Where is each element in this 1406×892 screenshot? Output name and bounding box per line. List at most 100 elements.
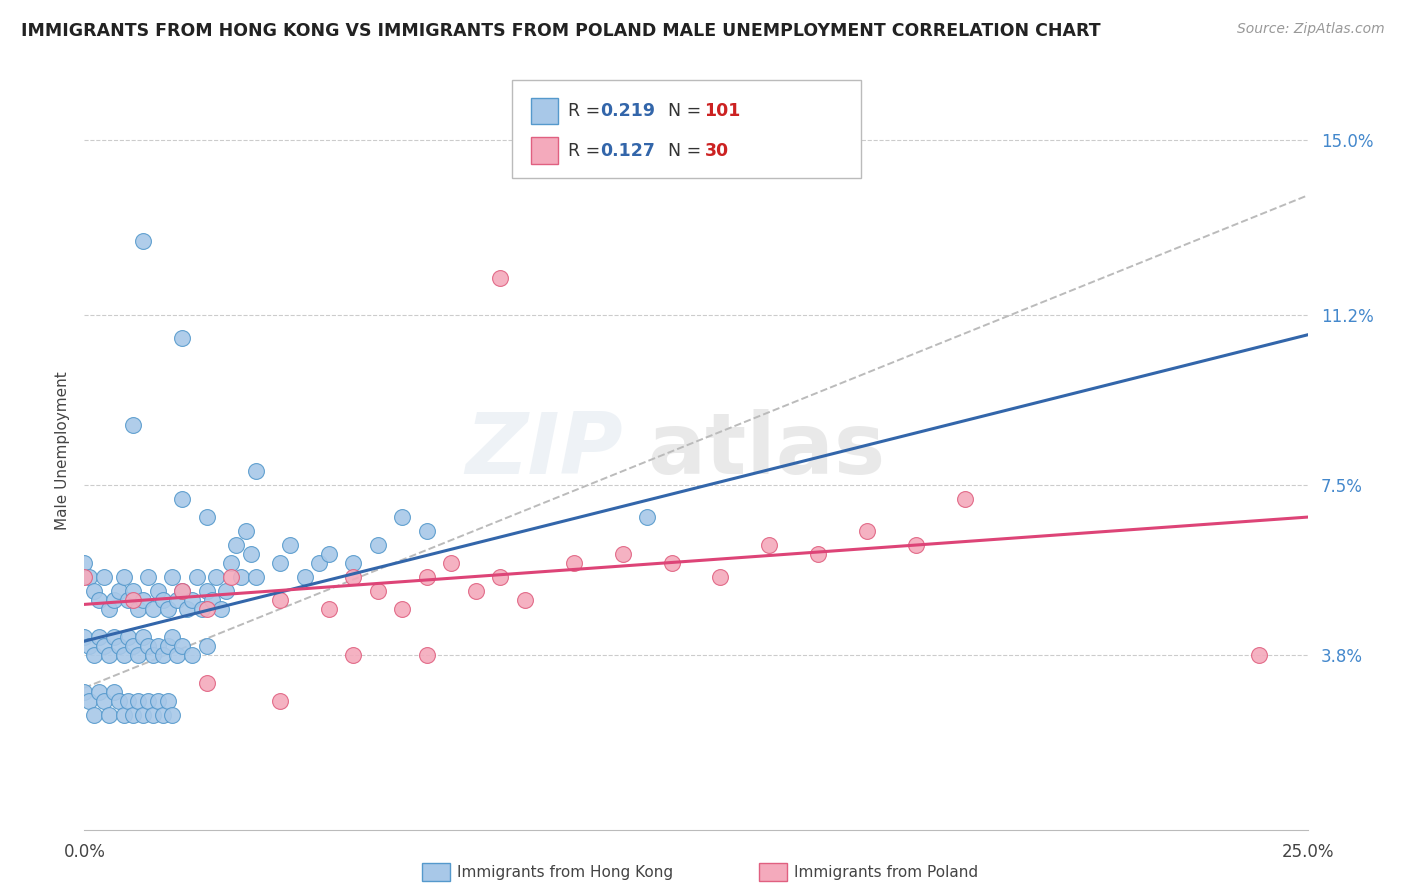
Point [269, 592, 291, 607]
Point [122, 639, 145, 653]
Point [318, 547, 340, 561]
Point [117, 592, 139, 607]
Point [73, 570, 96, 584]
Point [87, 592, 110, 607]
Text: 0.127: 0.127 [600, 142, 655, 160]
Point [93, 694, 115, 708]
Point [709, 570, 731, 584]
Point [127, 694, 149, 708]
Point [294, 570, 316, 584]
Point [195, 675, 218, 690]
Point [195, 639, 218, 653]
Point [103, 630, 125, 644]
Text: ZIP: ZIP [465, 409, 623, 492]
Point [83, 707, 105, 722]
Point [162, 707, 184, 722]
Point [636, 510, 658, 524]
Point [97, 602, 120, 616]
Point [440, 556, 463, 570]
Point [136, 639, 159, 653]
Point [103, 592, 125, 607]
Point [83, 648, 105, 662]
Point [205, 570, 228, 584]
Point [245, 464, 267, 478]
Text: R =: R = [568, 102, 605, 120]
Point [142, 648, 165, 662]
Point [172, 583, 194, 598]
Point [342, 570, 364, 584]
Point [278, 538, 301, 552]
Point [107, 694, 129, 708]
Text: IMMIGRANTS FROM HONG KONG VS IMMIGRANTS FROM POLAND MALE UNEMPLOYMENT CORRELATIO: IMMIGRANTS FROM HONG KONG VS IMMIGRANTS … [21, 22, 1101, 40]
Point [269, 694, 291, 708]
Text: 101: 101 [704, 102, 741, 120]
Text: 30: 30 [704, 142, 728, 160]
Point [93, 570, 115, 584]
Point [162, 570, 184, 584]
Text: N =: N = [657, 102, 707, 120]
Point [489, 570, 512, 584]
Point [122, 418, 145, 433]
Point [77, 694, 100, 708]
Point [269, 556, 291, 570]
Point [225, 538, 247, 552]
Point [97, 648, 120, 662]
Point [73, 556, 96, 570]
Point [166, 648, 188, 662]
Point [758, 538, 780, 552]
Point [112, 707, 135, 722]
Point [367, 583, 389, 598]
Point [117, 630, 139, 644]
Point [513, 592, 536, 607]
Point [953, 491, 976, 506]
Point [132, 630, 155, 644]
Point [87, 684, 110, 698]
Point [416, 524, 439, 538]
Point [489, 271, 512, 285]
Point [73, 684, 96, 698]
Point [146, 639, 169, 653]
Point [318, 602, 340, 616]
Point [156, 694, 179, 708]
Point [156, 639, 179, 653]
Point [219, 556, 242, 570]
Point [146, 583, 169, 598]
Text: R =: R = [568, 142, 605, 160]
Point [342, 556, 364, 570]
Point [181, 648, 204, 662]
Point [162, 630, 184, 644]
Point [77, 639, 100, 653]
Point [612, 547, 634, 561]
Text: atlas: atlas [647, 409, 886, 492]
Point [166, 592, 188, 607]
Point [132, 707, 155, 722]
Point [132, 592, 155, 607]
Point [807, 547, 830, 561]
Point [87, 630, 110, 644]
Point [77, 570, 100, 584]
Text: Immigrants from Poland: Immigrants from Poland [794, 865, 979, 880]
Point [156, 602, 179, 616]
Point [73, 630, 96, 644]
Point [146, 694, 169, 708]
Point [97, 707, 120, 722]
Point [117, 694, 139, 708]
Point [661, 556, 683, 570]
Point [107, 639, 129, 653]
Point [127, 648, 149, 662]
Point [142, 707, 165, 722]
Point [367, 538, 389, 552]
Point [245, 570, 267, 584]
Point [103, 684, 125, 698]
Point [235, 524, 257, 538]
Point [152, 707, 174, 722]
Point [195, 583, 218, 598]
Point [562, 556, 585, 570]
Point [342, 648, 364, 662]
Point [132, 235, 155, 249]
Point [464, 583, 486, 598]
Point [391, 510, 413, 524]
Point [176, 602, 198, 616]
FancyBboxPatch shape [531, 98, 558, 124]
Point [83, 583, 105, 598]
